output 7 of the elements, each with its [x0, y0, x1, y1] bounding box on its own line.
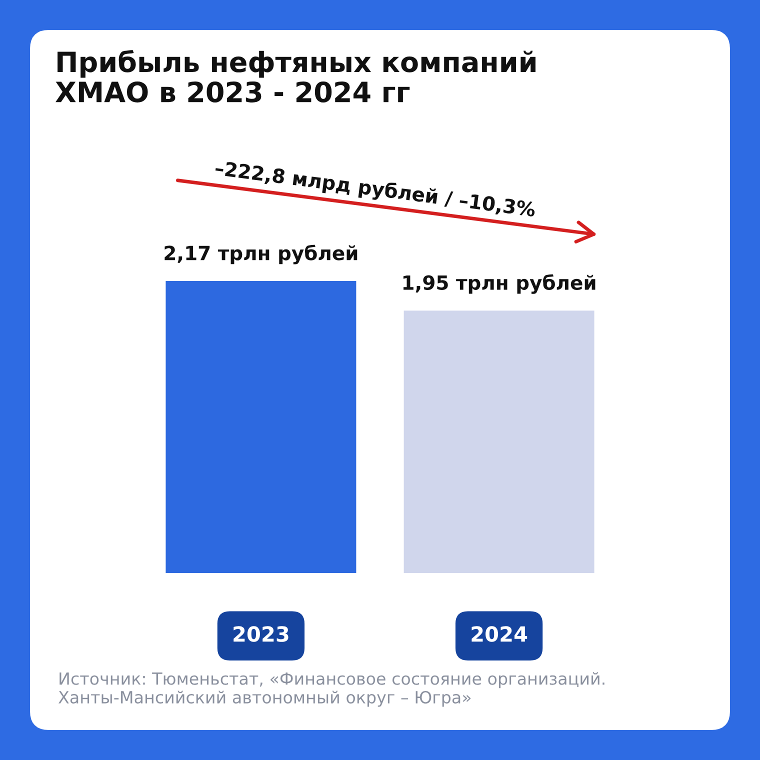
data-label: 2,17 трлн рублей [164, 244, 358, 264]
text: –222,8 млрд рублей / –10,3% [214, 159, 536, 221]
chart-title: Прибыль нефтяных компаний ХМАО в 2023 - 2024 гг [56, 50, 536, 102]
data-label: 1,95 трлн рублей [403, 274, 596, 294]
x-tick-label: 2023 [234, 626, 288, 642]
text: Источник: Тюменьстат, «Финансовое состояние организаций. Ханты-Мансийский автономный округ – Югра» [58, 672, 604, 707]
x-tick-label: 2024 [472, 626, 528, 642]
